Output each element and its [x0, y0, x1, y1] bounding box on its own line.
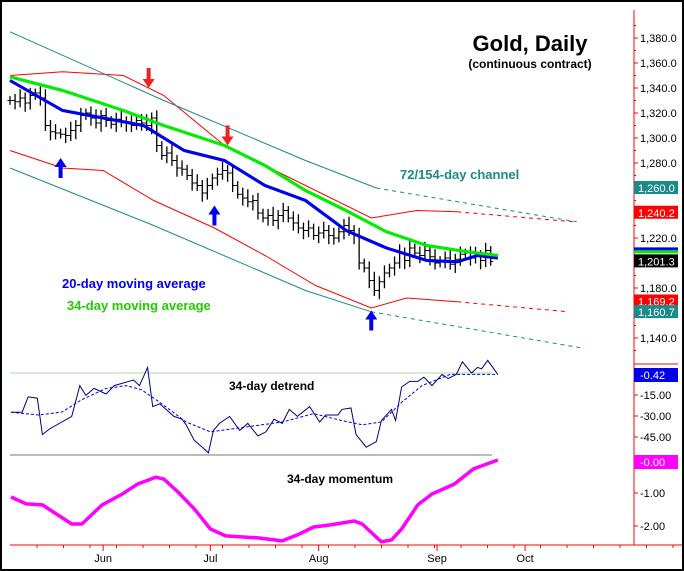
projection-line	[376, 187, 577, 223]
chart-subtitle: (continuous contract)	[468, 57, 591, 71]
y-tick-label: 1,300.0	[640, 133, 677, 145]
value-box	[634, 305, 678, 319]
y-tick-label: 1,280.0	[640, 158, 677, 170]
y-tick-label: 1,340.0	[640, 83, 677, 95]
value-box	[634, 205, 678, 219]
value-box-label: 1,201.3	[638, 256, 675, 268]
chart-title: Gold, Daily	[473, 31, 589, 56]
y-tick-label: 1,360.0	[640, 58, 677, 70]
series-72-day-channel-lower	[9, 150, 458, 309]
arrow-shaft	[225, 125, 230, 138]
detrend-title: 34-day detrend	[229, 379, 314, 393]
series-154-day-channel-lower	[9, 167, 372, 313]
detrend-panel	[10, 359, 499, 456]
arrow-head	[208, 205, 221, 215]
ma-line	[9, 75, 498, 257]
momentum-line	[10, 458, 499, 544]
arrow-head	[365, 310, 378, 320]
y-tick-label: 1,220.0	[640, 233, 677, 245]
x-tick-label: Aug	[309, 553, 329, 565]
y-tick-label: 1,380.0	[640, 33, 677, 45]
down-arrow-icon	[142, 68, 155, 88]
x-tick-label: Jun	[94, 553, 112, 565]
series-detrend-average	[10, 373, 498, 433]
value-box-label: -0.42	[640, 370, 665, 382]
y-tick-label: 1,320.0	[640, 108, 677, 120]
y-tick-label: -1.00	[640, 488, 665, 500]
axes: 1,380.0 1,360.0 1,340.0 1,320.0 1,300.0 1,280…	[10, 10, 682, 565]
down-arrow-icon	[221, 125, 234, 146]
value-box	[634, 294, 678, 308]
value-box	[634, 455, 678, 469]
arrow-shaft	[369, 318, 374, 331]
y-tick-label: -2.00	[640, 521, 665, 533]
channel-label: 72/154-day channel	[400, 167, 519, 182]
ma20-marker	[634, 247, 678, 251]
series-154-day-channel-upper	[9, 31, 377, 189]
value-box	[634, 368, 678, 382]
arrow-shaft	[58, 166, 63, 178]
projection-line	[371, 311, 582, 349]
value-box	[634, 254, 678, 268]
y-tick-label: -45.00	[640, 432, 671, 444]
up-arrow-icon	[208, 205, 221, 226]
up-arrow-icon	[365, 310, 378, 331]
momentum-panel	[10, 458, 499, 544]
value-box-label: 1,240.2	[638, 208, 675, 220]
arrow-head	[54, 158, 67, 167]
x-tick-label: Sep	[427, 553, 447, 565]
arrow-shaft	[212, 213, 217, 226]
value-box	[634, 181, 678, 194]
price-panel	[7, 31, 582, 349]
arrow-head	[142, 79, 155, 88]
x-tick-label: Jul	[203, 553, 217, 565]
projection-line	[457, 301, 569, 313]
arrow-head	[221, 136, 234, 146]
up-arrow-icon	[54, 158, 67, 178]
arrow-shaft	[146, 68, 151, 80]
projection-line	[457, 211, 574, 223]
y-tick-label: 1,180.0	[640, 283, 677, 295]
ma34-marker	[634, 250, 678, 254]
ma-line	[9, 79, 498, 264]
ma34-label: 34-day moving average	[67, 298, 211, 313]
y-tick-label: -15.00	[640, 390, 671, 402]
y-tick-label: -30.00	[640, 411, 671, 423]
ma20-label: 20-day moving average	[62, 276, 206, 291]
value-box-label: 1,160.7	[638, 307, 675, 319]
value-box-label: 1,260.0	[638, 183, 675, 195]
momentum-title: 34-day momentum	[287, 472, 393, 486]
series-detrend	[11, 359, 499, 454]
x-tick-label: Oct	[517, 553, 534, 565]
y-tick-label: 1,140.0	[640, 333, 677, 345]
value-box-label: -0.00	[640, 457, 665, 469]
